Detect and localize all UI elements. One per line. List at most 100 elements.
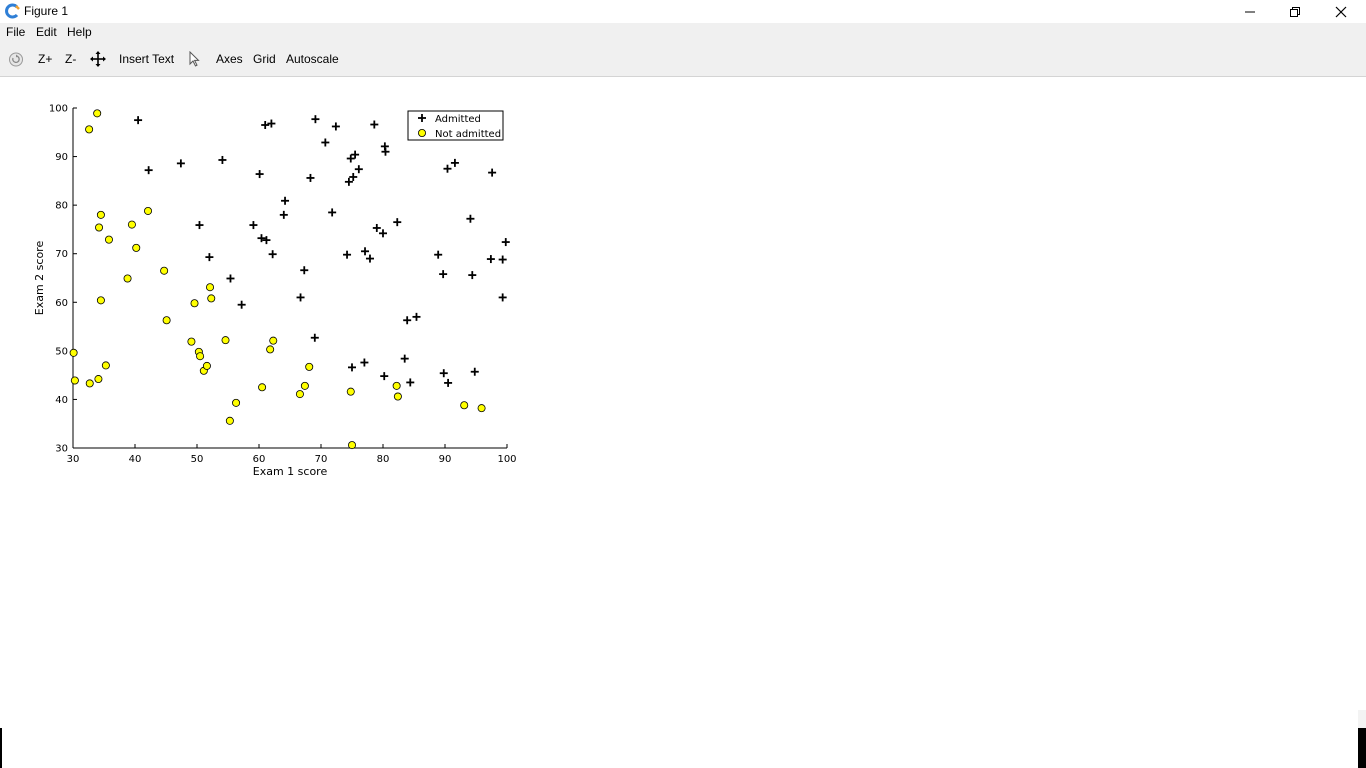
not-admitted-point — [94, 375, 103, 384]
admitted-point — [501, 238, 510, 247]
not-admitted-point — [85, 379, 94, 388]
not-admitted-point — [127, 220, 136, 229]
x-tick-label: 70 — [315, 454, 328, 465]
pan-icon[interactable] — [90, 51, 106, 67]
menu-help[interactable]: Help — [67, 25, 92, 39]
admitted-point — [328, 208, 337, 217]
select-cursor-icon[interactable] — [187, 51, 203, 67]
menu-file[interactable]: File — [6, 25, 26, 39]
admitted-point — [365, 254, 374, 263]
admitted-point — [498, 293, 507, 302]
legend-marker-admitted — [418, 114, 426, 122]
zoom-in-button[interactable]: Z+ — [38, 52, 53, 66]
admitted-point — [331, 122, 340, 131]
not-admitted-point — [162, 316, 171, 325]
admitted-point — [406, 378, 415, 387]
y-tick-label: 100 — [49, 104, 68, 115]
admitted-point — [176, 159, 185, 168]
window-title: Figure 1 — [24, 4, 69, 18]
admitted-point — [261, 121, 270, 129]
admitted-point — [249, 221, 258, 230]
close-icon — [1335, 6, 1347, 17]
not-admitted-point — [85, 125, 94, 134]
grid-button[interactable]: Grid — [253, 52, 276, 66]
not-admitted-point — [206, 283, 215, 292]
app-logo-icon — [5, 3, 20, 19]
not-admitted-point — [305, 362, 314, 371]
admitted-point — [343, 250, 352, 259]
admitted-point — [255, 170, 264, 179]
x-tick-label: 40 — [129, 454, 142, 465]
figure-toolbar: Z+ Z- Insert Text Axes Grid Autoscale — [0, 42, 1366, 77]
axes-button[interactable]: Axes — [216, 52, 243, 66]
x-tick-label: 50 — [191, 454, 204, 465]
admitted-point — [498, 255, 507, 264]
legend: Admitted Not admitted — [407, 110, 504, 141]
admitted-point — [403, 316, 412, 325]
admitted-point — [379, 229, 387, 238]
admitted-point — [443, 164, 452, 173]
rotate-icon[interactable] — [8, 51, 24, 67]
not-admitted-point — [392, 381, 401, 390]
admitted-point — [400, 354, 409, 363]
not-admitted-point — [196, 352, 205, 361]
admitted-point — [381, 147, 390, 156]
admitted-point — [237, 300, 246, 309]
not-admitted-point — [69, 348, 78, 357]
admitted-point — [306, 173, 315, 182]
not-admitted-point — [266, 345, 275, 354]
not-admitted-point — [93, 109, 102, 118]
admitted-point — [351, 150, 360, 159]
y-tick-label: 90 — [55, 152, 68, 163]
not-admitted-point — [393, 392, 402, 401]
x-tick-label: 90 — [439, 454, 452, 465]
not-admitted-point — [187, 337, 196, 346]
not-admitted-point — [104, 235, 113, 244]
admitted-point — [346, 154, 355, 163]
not-admitted-point — [221, 336, 230, 345]
admitted-point — [439, 369, 448, 378]
y-tick-label: 40 — [55, 395, 68, 406]
x-axis-label: Exam 1 score — [253, 465, 328, 478]
admitted-point — [488, 168, 497, 177]
minimize-icon — [1245, 11, 1255, 12]
title-bar: Figure 1 — [0, 0, 1366, 23]
figure-canvas: 30 40 50 60 70 80 90 100 30 40 50 60 70 80 90 100 Exam … — [0, 77, 1366, 707]
bottom-strip — [0, 707, 1366, 768]
insert-text-button[interactable]: Insert Text — [119, 52, 175, 66]
legend-circle-marker — [417, 129, 426, 138]
admitted-point — [348, 363, 356, 372]
not-admitted-point — [101, 361, 110, 370]
admitted-point — [195, 221, 204, 230]
not-admitted-point — [132, 243, 141, 252]
admitted-point — [470, 367, 479, 376]
restore-icon — [1290, 6, 1300, 17]
zoom-out-button[interactable]: Z- — [65, 52, 77, 66]
bottom-left-edge — [0, 728, 2, 768]
not-admitted-point — [96, 296, 105, 305]
maximize-button[interactable] — [1272, 0, 1318, 23]
not-admitted-point — [160, 266, 169, 275]
admitted-point — [466, 214, 475, 223]
data-points — [69, 109, 510, 450]
admitted-point — [468, 271, 477, 280]
not-admitted-point — [144, 206, 153, 215]
autoscale-button[interactable]: Autoscale — [286, 52, 339, 66]
admitted-point — [134, 116, 143, 125]
close-button[interactable] — [1318, 0, 1364, 23]
admitted-point — [486, 255, 495, 264]
admitted-point — [310, 333, 319, 342]
menu-edit[interactable]: Edit — [36, 25, 57, 39]
admitted-point — [267, 119, 276, 128]
admitted-point — [444, 378, 453, 387]
admitted-point — [281, 196, 290, 205]
not-admitted-point — [460, 401, 469, 410]
not-admitted-point — [258, 383, 267, 392]
admitted-point — [434, 250, 443, 259]
not-admitted-point — [225, 416, 234, 425]
not-admitted-point — [207, 294, 216, 303]
admitted-point — [268, 250, 277, 259]
not-admitted-point — [202, 361, 211, 370]
y-tick-label: 80 — [55, 201, 68, 212]
minimize-button[interactable] — [1227, 0, 1273, 23]
